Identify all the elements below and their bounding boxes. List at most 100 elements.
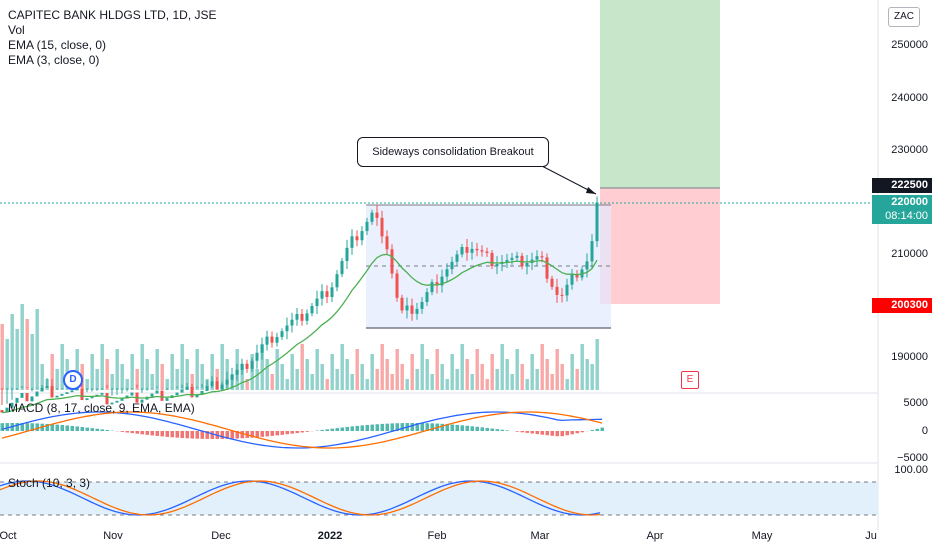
macd-bar [255, 431, 259, 438]
stop-zone[interactable] [600, 188, 720, 304]
volume-bar [200, 364, 204, 390]
macd-bar [90, 428, 94, 431]
candle-body [120, 398, 124, 401]
macd-bar [290, 431, 294, 434]
volume-bar [140, 344, 144, 390]
indicator-ema-3[interactable]: EMA (3, close, 0) [8, 53, 100, 67]
macd-bar [230, 431, 234, 439]
macd-bar [200, 431, 204, 439]
volume-bar [565, 379, 569, 390]
time-label: 2022 [317, 530, 343, 542]
indicator-vol[interactable]: Vol [8, 23, 25, 37]
annotation-callout[interactable]: Sideways consolidation Breakout [357, 137, 549, 167]
candle-body [565, 284, 569, 296]
volume-bar [285, 379, 289, 390]
signal-line[interactable] [1, 411, 603, 449]
candle-body [465, 247, 469, 253]
volume-bar [375, 369, 379, 390]
ema-15-line[interactable] [1, 253, 598, 414]
candle-body [315, 298, 319, 306]
candle-body [250, 360, 254, 369]
volume-bar [130, 354, 134, 390]
macd-bar [350, 426, 354, 431]
macd-line[interactable] [1, 411, 603, 449]
time-label: Dec [211, 530, 231, 542]
macd-bar [165, 431, 169, 437]
candle-body [470, 248, 474, 253]
volume-bar [560, 364, 564, 390]
macd-bar [535, 431, 539, 435]
macd-tick: −5000 [897, 452, 928, 464]
macd-bar [525, 431, 529, 433]
volume-bar [245, 379, 249, 390]
volume-bar [415, 369, 419, 390]
currency-button[interactable]: ZAC [888, 7, 920, 27]
volume-bar [260, 344, 264, 390]
macd-bar [180, 431, 184, 438]
candle-body [595, 202, 599, 242]
candle-body [300, 314, 304, 321]
macd-bar [485, 427, 489, 431]
volume-bar [290, 354, 294, 390]
volume-bar [400, 364, 404, 390]
candle-body [205, 386, 209, 391]
volume-bar [265, 359, 269, 390]
macd-bar [50, 424, 54, 431]
volume-bar [25, 319, 29, 390]
symbol-title[interactable]: CAPITEC BANK HLDGS LTD, 1D, JSE [8, 8, 217, 22]
macd-bar [390, 423, 394, 431]
macd-bar [570, 431, 574, 435]
earnings-badge[interactable]: E [681, 371, 699, 389]
candle-body [245, 363, 249, 369]
candle-body [15, 397, 19, 403]
candle-body [200, 391, 204, 395]
volume-bar [470, 374, 474, 390]
target-zone[interactable] [600, 0, 720, 188]
candle-body [420, 302, 424, 309]
stoch-d-line[interactable] [0, 480, 601, 516]
candle-body [305, 313, 309, 321]
volume-bar [455, 369, 459, 390]
volume-bar [170, 354, 174, 390]
macd-bar [410, 422, 414, 431]
volume-bar [575, 369, 579, 390]
volume-bar [100, 344, 104, 390]
current-price-tag: 220000 [872, 195, 932, 210]
candle-body [360, 231, 364, 241]
volume-bar [190, 374, 194, 390]
dividend-badge[interactable]: D [63, 370, 83, 390]
macd-bar [550, 431, 554, 436]
macd-bar [0, 423, 4, 431]
macd-bar [520, 431, 524, 433]
macd-bar [160, 431, 164, 437]
macd-bar [95, 428, 99, 431]
volume-bar [345, 359, 349, 390]
volume-bar [520, 364, 524, 390]
indicator-ema-15[interactable]: EMA (15, close, 0) [8, 38, 107, 52]
volume-bar [270, 374, 274, 390]
candle-body [410, 305, 414, 314]
macd-bar [595, 428, 599, 431]
volume-bar [295, 369, 299, 390]
volume-bar [335, 369, 339, 390]
macd-bar [580, 431, 584, 433]
candle-body [450, 261, 454, 270]
macd-bar [45, 423, 49, 431]
macd-bar [55, 424, 59, 431]
macd-legend[interactable]: MACD (8, 17, close, 9, EMA, EMA) [8, 401, 195, 415]
candle-body [275, 336, 279, 343]
candle-body [400, 297, 404, 311]
macd-bar [320, 429, 324, 431]
candles[interactable] [0, 196, 599, 413]
stoch-legend[interactable]: Stoch (10, 3, 3) [8, 476, 91, 490]
macd-bar [425, 423, 429, 431]
macd-bar [400, 423, 404, 431]
candle-body [350, 236, 354, 248]
candle-body [355, 236, 359, 241]
volume-bar [485, 379, 489, 390]
macd-bar [575, 431, 579, 434]
candle-body [195, 394, 199, 398]
stoch-k-line[interactable] [0, 480, 601, 516]
volume-bar [15, 329, 19, 390]
